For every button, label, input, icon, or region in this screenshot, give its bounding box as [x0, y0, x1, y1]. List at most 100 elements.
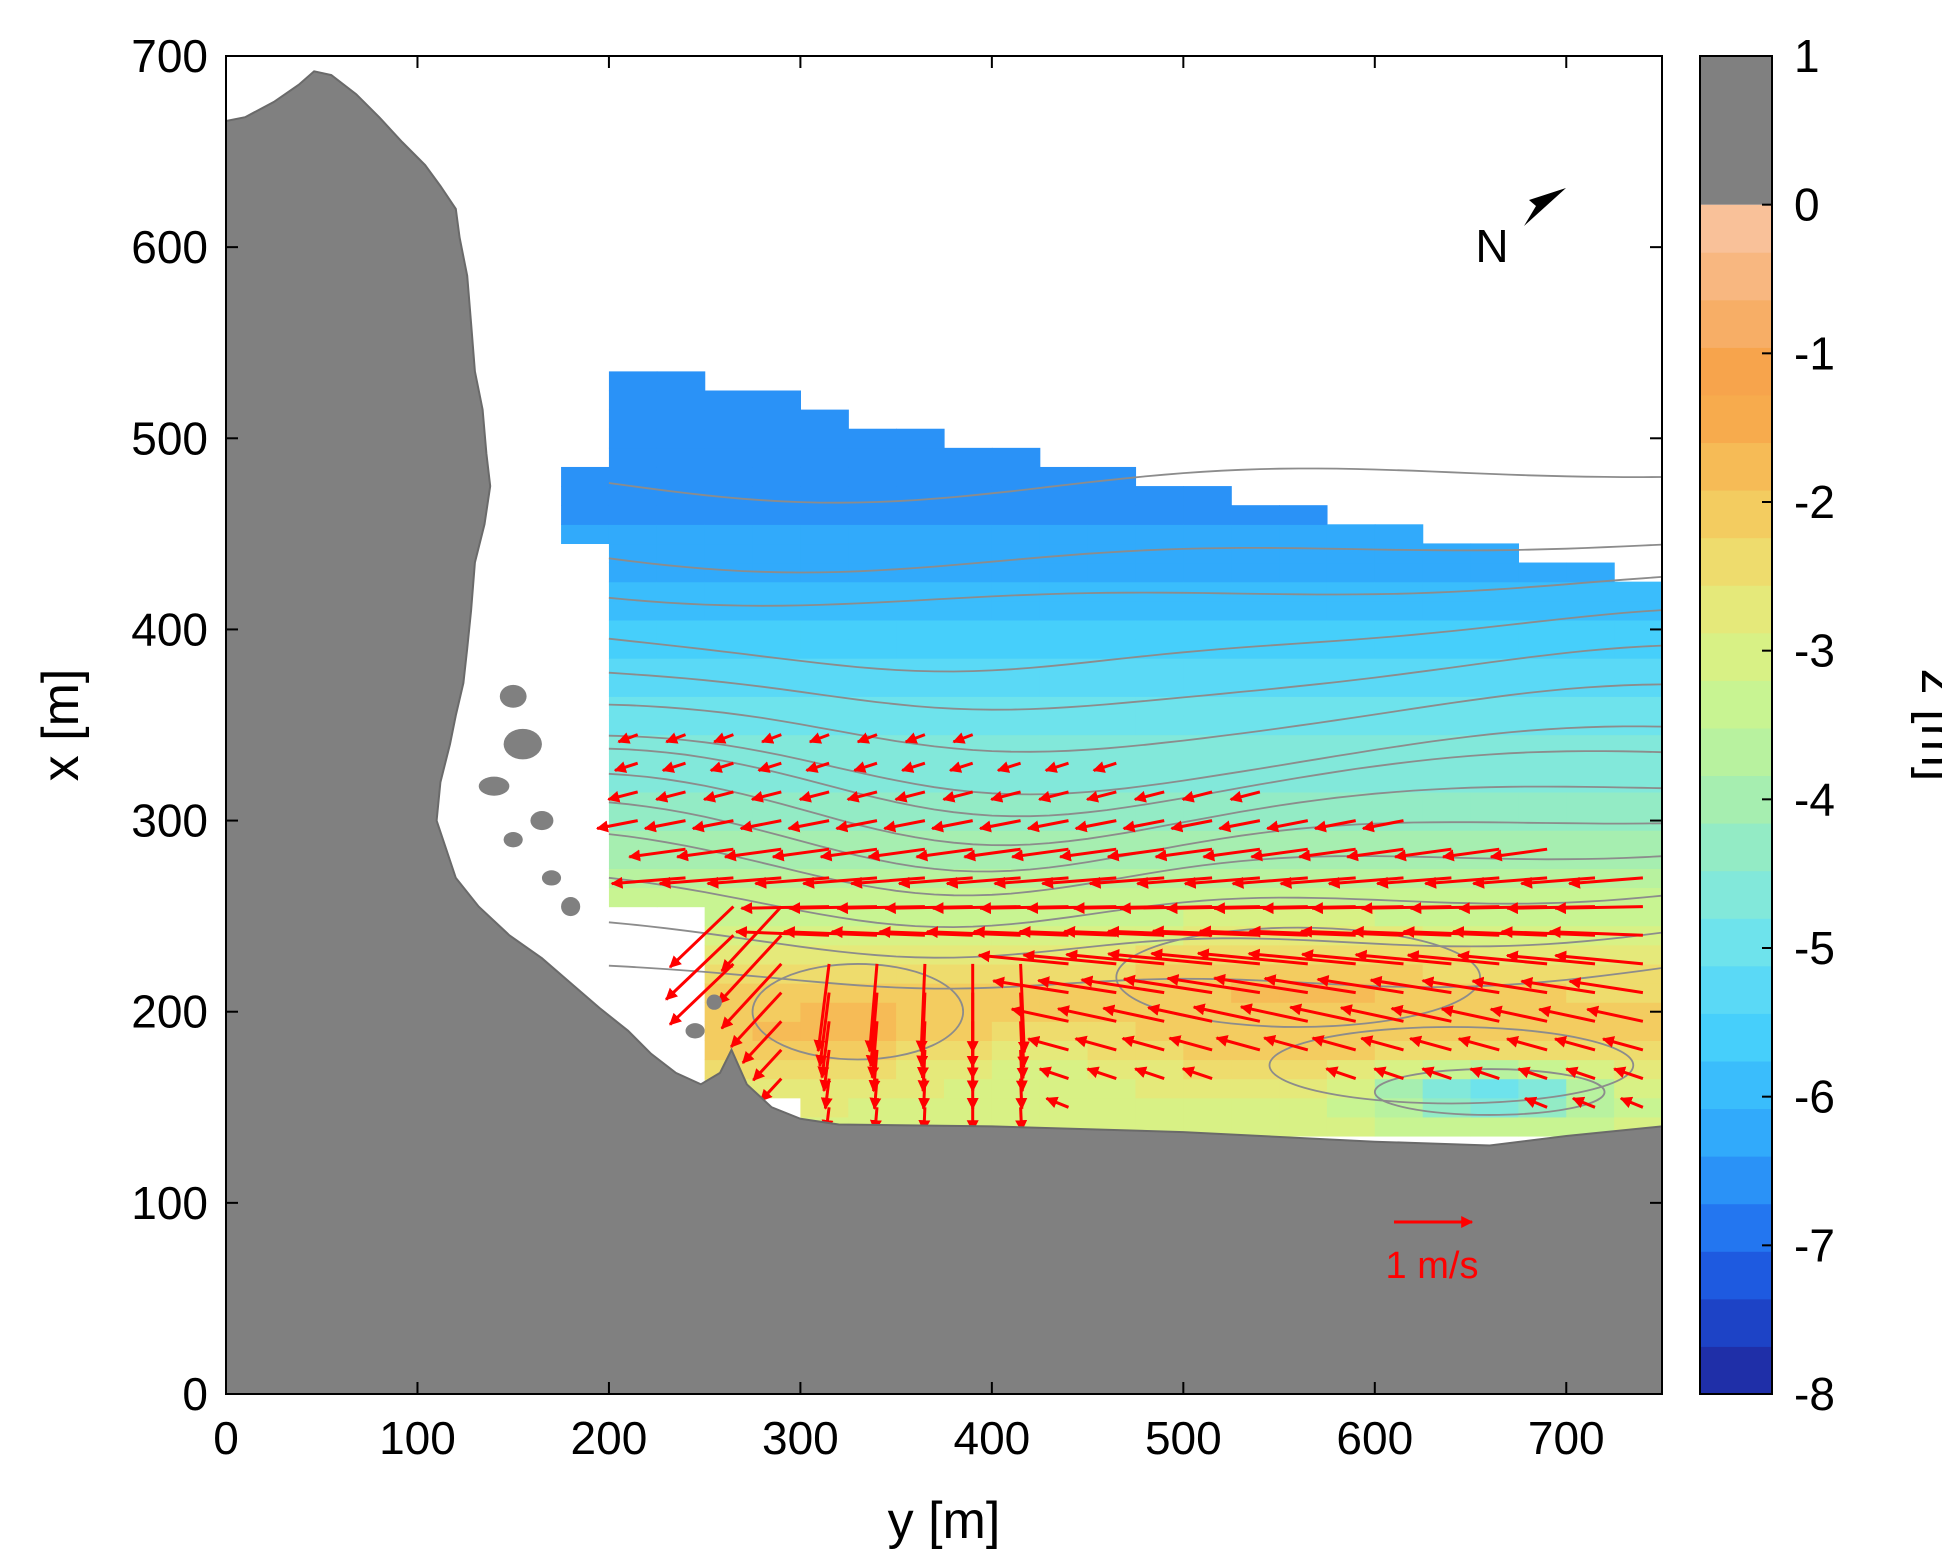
heat-cell — [1039, 1078, 1089, 1099]
heat-cell — [608, 428, 658, 449]
heat-cell — [991, 638, 1041, 659]
heat-cell — [656, 543, 706, 564]
heat-cell — [1470, 1078, 1519, 1099]
heat-cell — [1566, 887, 1615, 908]
heat-cell — [656, 428, 706, 449]
heat-cell — [1326, 1097, 1376, 1118]
y-tick-label: 100 — [131, 1177, 208, 1229]
rock-outcrop — [499, 684, 527, 708]
heat-cell — [656, 887, 706, 908]
colorbar-tick-label: -5 — [1794, 922, 1835, 974]
heat-cell — [896, 600, 945, 621]
heat-cell — [1470, 677, 1519, 697]
heat-cell — [848, 505, 897, 525]
velocity-vector — [720, 962, 783, 1030]
heat-cell — [1231, 543, 1280, 564]
heat-cell — [1470, 619, 1519, 640]
contour-line — [608, 683, 1662, 753]
heat-cell — [561, 466, 610, 487]
heat-cell — [752, 524, 801, 545]
colorbar-tick-label: 1 — [1794, 30, 1820, 82]
heat-cell — [656, 409, 706, 430]
heat-cell — [1135, 1078, 1184, 1099]
heat-cell — [752, 715, 801, 736]
velocity-vector — [802, 876, 878, 889]
heat-cell — [1614, 658, 1662, 678]
heat-cell — [1422, 1078, 1472, 1099]
plot-frame — [225, 55, 1663, 1395]
x-tick-label: 300 — [762, 1412, 839, 1464]
heat-cell — [848, 638, 897, 659]
velocity-vector — [1038, 790, 1069, 803]
velocity-vector — [1571, 1096, 1596, 1109]
velocity-vector — [607, 790, 639, 803]
velocity-vector — [716, 934, 783, 1005]
heat-cell — [1279, 830, 1328, 850]
heat-cell — [1326, 830, 1376, 850]
heat-cell — [704, 390, 754, 411]
velocity-vector — [741, 1020, 783, 1064]
heat-cell — [1087, 772, 1137, 793]
heat-cell — [1279, 600, 1328, 621]
heat-cell — [944, 696, 993, 717]
x-tick-label: 600 — [1336, 1412, 1413, 1464]
heat-cell — [1231, 1078, 1280, 1099]
heat-cell — [848, 562, 897, 583]
heat-cell — [1279, 543, 1328, 564]
heat-cell — [704, 409, 754, 430]
heat-cell — [1183, 524, 1232, 545]
colorbar-cells — [1700, 56, 1772, 1395]
colorbar-cell — [1700, 490, 1772, 539]
velocity-vector — [1121, 1035, 1165, 1052]
velocity-vector — [1523, 1096, 1548, 1109]
velocity-vector — [952, 732, 974, 744]
heat-cell — [704, 619, 754, 640]
heat-cell — [944, 830, 993, 850]
heat-cell — [1614, 619, 1662, 640]
velocity-vector — [1568, 977, 1644, 995]
heat-cell — [1470, 753, 1519, 774]
heat-cell — [1231, 524, 1280, 545]
heat-cell — [1566, 734, 1615, 755]
heat-cell — [1183, 887, 1232, 908]
x-tick-label: 100 — [379, 1412, 456, 1464]
velocity-vector — [945, 876, 1021, 889]
heat-cell — [944, 505, 993, 525]
heat-cell — [944, 715, 993, 736]
colorbar-cell — [1700, 299, 1772, 348]
x-tick-label: 500 — [1145, 1412, 1222, 1464]
scale-label: 1 m/s — [1386, 1245, 1479, 1287]
velocity-vector — [1056, 1005, 1117, 1023]
colorbar-cell — [1700, 918, 1772, 967]
heat-cell — [1087, 1078, 1137, 1099]
heat-cell — [1614, 1021, 1662, 1041]
contour-line — [608, 609, 1662, 673]
heat-cell — [608, 791, 658, 812]
heat-cell — [1422, 1116, 1472, 1137]
heat-cell — [752, 830, 801, 850]
heat-cell — [656, 715, 706, 736]
velocity-vector — [1360, 1035, 1404, 1052]
velocity-vector — [691, 819, 734, 833]
heat-cell — [1039, 562, 1089, 583]
heat-cell — [896, 486, 945, 506]
colorbar-tick-label: -8 — [1794, 1368, 1835, 1420]
velocity-vector — [1136, 876, 1213, 889]
heat-cell — [1374, 581, 1424, 602]
velocity-vector — [750, 790, 782, 803]
heat-cell — [1039, 1021, 1089, 1041]
heat-cell — [1374, 734, 1424, 755]
heat-cell — [704, 428, 754, 449]
heat-cell — [1470, 715, 1519, 736]
velocity-vector — [897, 876, 973, 889]
heat-cell — [1374, 791, 1424, 812]
colorbar-cell — [1700, 347, 1772, 396]
velocity-vector — [1327, 876, 1404, 889]
contour-line — [608, 467, 1662, 504]
velocity-vector — [815, 992, 831, 1068]
heat-cell — [896, 887, 945, 908]
contour-line — [608, 833, 1662, 897]
heat-cell — [752, 1002, 801, 1022]
contour-loop — [1268, 1026, 1635, 1105]
heat-cell — [704, 486, 754, 506]
